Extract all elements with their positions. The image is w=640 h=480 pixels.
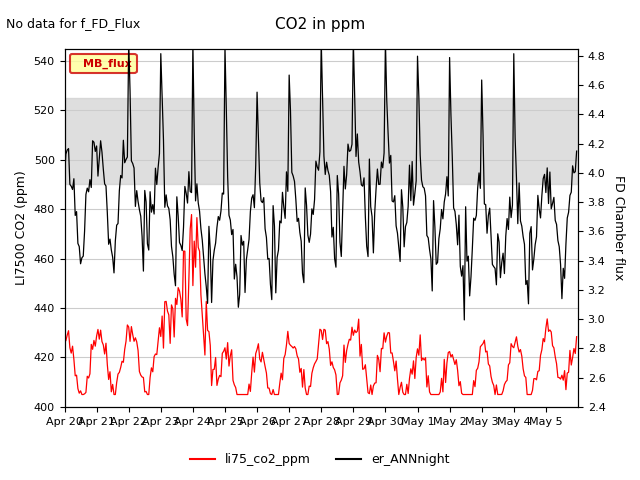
- Y-axis label: LI7500 CO2 (ppm): LI7500 CO2 (ppm): [15, 170, 28, 285]
- Legend: MB_flux: MB_flux: [70, 54, 136, 73]
- Legend: li75_co2_ppm, er_ANNnight: li75_co2_ppm, er_ANNnight: [186, 448, 454, 471]
- Text: CO2 in ppm: CO2 in ppm: [275, 17, 365, 32]
- Y-axis label: FD Chamber flux: FD Chamber flux: [612, 175, 625, 280]
- Text: No data for f_FD_Flux: No data for f_FD_Flux: [6, 17, 141, 30]
- Bar: [65, 98, 578, 184]
